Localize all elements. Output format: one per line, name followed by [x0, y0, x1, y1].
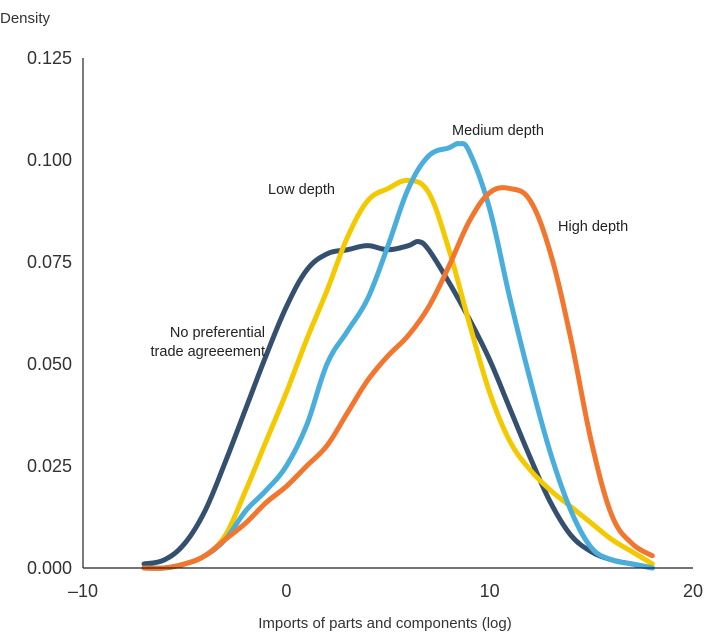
y-axis-title: Density [0, 10, 51, 27]
series-line-high-depth [141, 185, 655, 571]
x-tick-label: 0 [281, 581, 291, 601]
y-tick-label: 0.075 [27, 252, 72, 272]
series-line-medium-depth [141, 141, 655, 571]
series-label-high-depth: High depth [558, 219, 628, 235]
series-label-no-preferential-trade-agreement: No preferential trade agreeement [151, 325, 265, 360]
axes [82, 58, 693, 569]
x-tick-label: –10 [68, 581, 98, 601]
series-label-low-depth: Low depth [268, 182, 335, 198]
y-tick-label: 0.000 [27, 558, 72, 578]
series-lines [141, 141, 655, 571]
series-label-medium-depth: Medium depth [452, 123, 544, 139]
y-tick-label: 0.100 [27, 150, 72, 170]
tick-labels: 0.000 0.025 0.050 0.075 0.100 0.125 –10 0 10 20 [27, 48, 703, 601]
series-line-no-preferential-trade-agreement [141, 239, 655, 571]
series-labels: No preferential trade agreeement Low depth… [151, 123, 629, 360]
y-tick-label: 0.125 [27, 48, 72, 68]
y-tick-label: 0.025 [27, 456, 72, 476]
x-tick-label: 10 [480, 581, 500, 601]
x-tick-label: 20 [683, 581, 703, 601]
x-axis-title: Imports of parts and components (log) [258, 615, 511, 632]
y-tick-label: 0.050 [27, 354, 72, 374]
